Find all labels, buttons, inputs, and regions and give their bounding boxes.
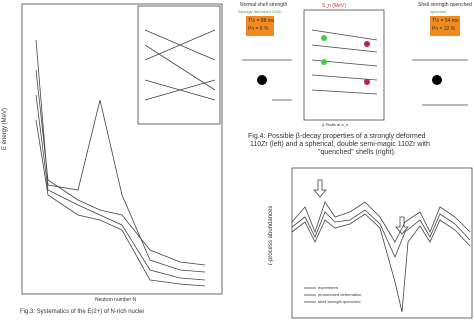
info-box: T½ = 54 ms Pn = 32 % — [430, 16, 460, 36]
legend-entry: experiment — [318, 285, 338, 290]
left-figure — [21, 3, 223, 295]
footer: β-Pfaffs at a_n — [322, 122, 349, 127]
subheading: spherical — [430, 9, 447, 14]
caption-label: Fig.4: — [248, 133, 266, 140]
info-box: T½ = 88 ms Pn = 6 % — [246, 16, 275, 36]
box-text: Pn = 32 % — [432, 26, 456, 32]
axis-label: r-process abundances — [268, 205, 274, 265]
caption-text: Possible β-decay properties of a strongl… — [267, 133, 426, 140]
top-figure — [242, 9, 468, 121]
subheading: Strongly deformed 110Zr — [238, 9, 282, 14]
caption: Fig.4: Possible β-decay properties of a … — [248, 133, 426, 140]
heading: Normal shell strength — [240, 2, 288, 8]
legend-entry: shell strength quenched — [318, 299, 361, 304]
box-text: Pn = 6 % — [248, 26, 269, 32]
axis-label: E energy (MeV) — [2, 107, 8, 150]
bottom-figure — [291, 167, 473, 319]
axis-label: Neutron number N — [95, 297, 137, 303]
caption: 110Zr (left) and a spherical, double sem… — [250, 141, 430, 148]
caption: "quenched" shells (right). — [318, 149, 396, 156]
heading: S_n (MeV) — [322, 3, 346, 9]
legend-entry: pronounced deformation — [318, 292, 362, 297]
caption: Fig.3: Systematics of the E(2+) of N-ric… — [20, 309, 144, 315]
box-text: T½ = 54 ms — [432, 18, 459, 24]
box-text: T½ = 88 ms — [248, 18, 275, 24]
heading: Shell strength quenched — [418, 2, 472, 8]
